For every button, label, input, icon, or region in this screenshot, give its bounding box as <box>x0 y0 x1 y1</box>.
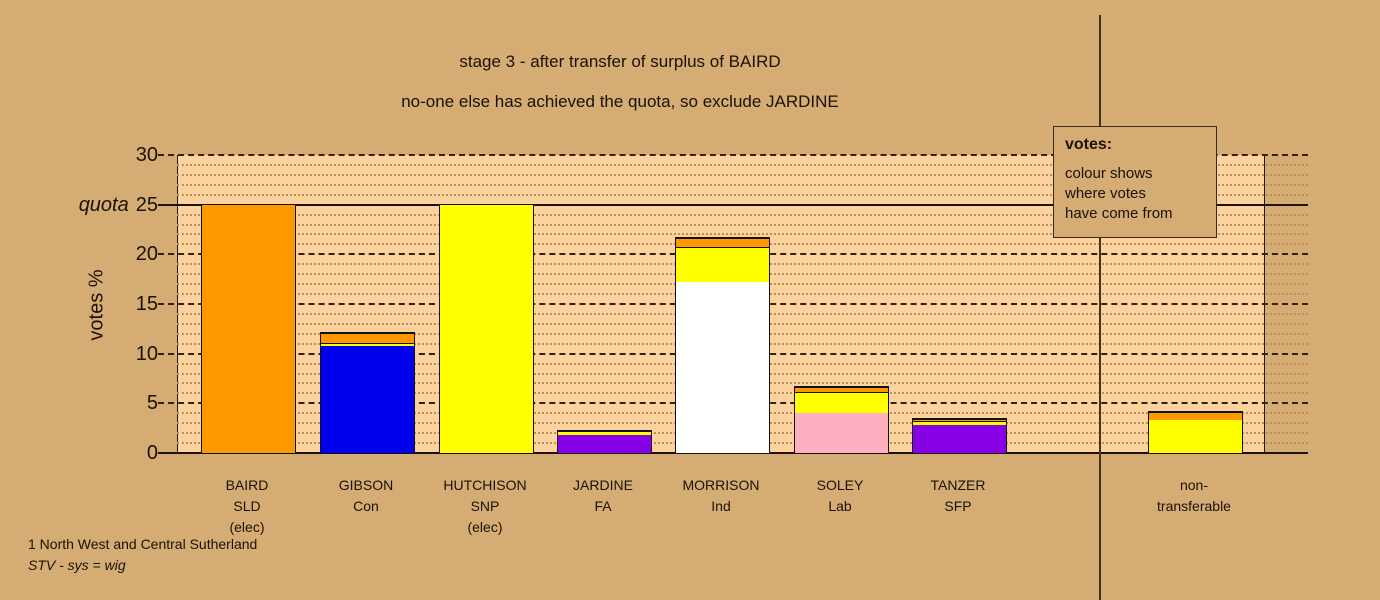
bar-segment-hutchison <box>439 204 533 453</box>
y-tick-value: 5 <box>146 392 158 415</box>
category-label-gibson: GIBSON Con <box>281 475 451 517</box>
gridline-minor <box>177 233 1308 236</box>
gridline-major-30 <box>158 154 1308 156</box>
bar-segment-morrison <box>675 282 769 453</box>
category-label-line: SFP <box>944 498 972 514</box>
category-label-line: non- <box>1179 477 1209 493</box>
y-tick-value: 0 <box>146 442 158 464</box>
y-tick-30: 30 <box>0 142 158 168</box>
bar-non-transferable <box>1147 411 1243 454</box>
category-label-line: HUTCHISON <box>443 477 527 493</box>
category-label-line: MORRISON <box>682 477 760 493</box>
category-label-hutchison: HUTCHISON SNP (elec) <box>400 475 570 538</box>
legend-line: where votes <box>1065 185 1146 202</box>
legend-heading: votes: <box>1065 136 1113 153</box>
bar-baird <box>200 203 296 454</box>
bar-gibson <box>319 331 415 454</box>
category-label-tanzer: TANZER SFP <box>873 475 1043 517</box>
category-label-line: Lab <box>828 498 852 514</box>
gridline-minor <box>177 223 1308 226</box>
bar-segment-baird <box>201 204 295 453</box>
y-tick-value: 30 <box>135 144 158 166</box>
y-tick-20: 20 <box>0 241 158 267</box>
gridline-minor <box>177 213 1308 216</box>
bar-segment-soley <box>794 413 888 453</box>
chart-title: stage 3 - after transfer of surplus of B… <box>459 52 781 71</box>
legend-box: votes: colour shows where votes have com… <box>1053 126 1217 238</box>
system-label: STV - sys = wig <box>28 557 126 573</box>
x-axis-baseline <box>158 452 1308 454</box>
bar-segment-gibson <box>320 342 414 346</box>
bar-segment-soley <box>794 387 888 393</box>
category-label-line: Con <box>353 498 379 514</box>
category-label-line: (elec) <box>229 519 265 535</box>
bar-soley <box>793 386 889 454</box>
category-label-soley: SOLEY Lab <box>755 475 925 517</box>
category-label-line: Ind <box>711 498 731 514</box>
gridline-minor <box>177 183 1308 186</box>
bar-segment-morrison <box>675 247 769 283</box>
category-label-line: (elec) <box>467 519 503 535</box>
y-tick-25: quota 25 <box>0 192 158 218</box>
category-label-line: SNP <box>470 498 500 514</box>
category-label-line: GIBSON <box>338 477 394 493</box>
gridline-minor <box>177 193 1308 196</box>
chart-subtitle: no-one else has achieved the quota, so e… <box>401 92 839 111</box>
category-label-baird: BAIRD SLD (elec) <box>162 475 332 538</box>
y-tick-value: 20 <box>135 243 158 266</box>
bar-segment-tanzer <box>912 421 1006 426</box>
category-label-jardine: JARDINE FA <box>518 475 688 517</box>
bar-segment-jardine <box>557 431 651 436</box>
bar-segment-tanzer <box>912 425 1006 453</box>
category-label-line: SOLEY <box>816 477 864 493</box>
y-tick-15: 15 <box>0 291 158 317</box>
y-tick-0: 0 <box>0 440 158 466</box>
category-label-line: BAIRD <box>225 477 269 493</box>
category-label-line: JARDINE <box>573 477 633 493</box>
bar-segment-gibson <box>320 332 414 343</box>
bar-tanzer <box>911 418 1007 454</box>
y-tick-value: 10 <box>135 342 158 365</box>
quota-line <box>158 203 1308 206</box>
bar-segment-tanzer <box>912 419 1006 422</box>
bar-segment-non-transferable <box>1148 420 1242 453</box>
bar-segment-non-transferable <box>1148 412 1242 421</box>
category-label-line: SLD <box>233 498 261 514</box>
gridline-minor <box>177 163 1308 166</box>
category-label-non-transferable: non-transferable <box>1109 475 1279 517</box>
quota-label: quota <box>78 193 129 216</box>
y-tick-value: 25 <box>135 193 158 216</box>
bar-morrison <box>674 237 770 454</box>
bar-hutchison <box>438 203 534 454</box>
bar-segment-gibson <box>320 345 414 453</box>
bar-jardine <box>556 430 652 454</box>
y-tick-10: 10 <box>0 341 158 367</box>
y-tick-value: 15 <box>135 293 158 315</box>
legend-line: colour shows <box>1065 165 1153 182</box>
y-tick-5: 5 <box>0 390 158 416</box>
constituency-label: 1 North West and Central Sutherland <box>28 536 258 552</box>
category-label-morrison: MORRISON Ind <box>636 475 806 517</box>
category-label-line: TANZER <box>930 477 986 493</box>
legend-line: have come from <box>1065 205 1173 222</box>
column-separator-line <box>1099 15 1101 600</box>
bar-segment-jardine <box>557 435 651 453</box>
category-label-line: FA <box>594 498 612 514</box>
bar-segment-soley <box>794 392 888 414</box>
bar-segment-morrison <box>675 238 769 248</box>
gridline-minor <box>177 173 1308 176</box>
category-label-line: transferable <box>1157 498 1231 514</box>
